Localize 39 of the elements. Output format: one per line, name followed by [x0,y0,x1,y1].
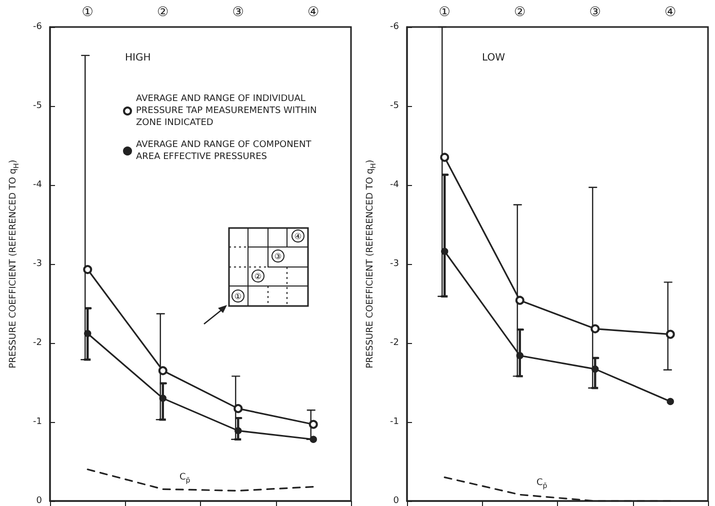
point [592,365,599,373]
y-tick-label: 0 [36,496,42,506]
y-tick-label: -2 [390,338,399,348]
y-tick-label: 0 [393,496,400,506]
y-tick-label: -2 [33,338,42,348]
y-tick-label: -6 [390,22,400,32]
y-tick-label: -3 [390,259,399,269]
x-tick-label: ④ [664,5,676,20]
x-tick-label: ③ [589,5,601,20]
y-tick-label: -4 [33,180,42,190]
y-tick-label: -4 [390,180,400,190]
point [666,398,674,406]
x-tick-label: ① [438,5,450,20]
x-tick-label: ④ [308,5,320,20]
point [666,330,675,339]
x-tick-label: ② [514,5,526,20]
x-tick-label: ③ [232,5,244,20]
line-series [86,468,314,492]
y-tick-label: -1 [390,417,399,427]
point [441,248,448,255]
text: LOW [482,52,506,64]
category-label: ② [254,272,262,281]
y-tick-label: -5 [33,101,42,111]
x-tick-label: ② [157,5,169,20]
y-tick-label: -6 [33,22,42,32]
text: HIGH [125,52,151,64]
legend-label: AVERAGE AND RANGE OF COMPONENT AREA EFFECTIVE PRESSURES [136,140,314,162]
category-label: ① [234,292,242,301]
legend-label: AVERAGE AND RANGE OF INDIVIDUAL PRESSURE TAP MEASUREMENTS WITHIN ZONE INDICATED [136,94,320,128]
y-tick-label: -5 [390,101,399,111]
point [440,152,450,162]
y-tick-label: -3 [33,259,42,269]
point [590,324,600,334]
point [515,296,524,305]
point [516,352,524,360]
category-label: ④ [294,232,302,241]
category-label: ③ [274,252,282,261]
x-tick-label: ① [82,5,94,20]
y-tick-label: -1 [33,417,42,427]
